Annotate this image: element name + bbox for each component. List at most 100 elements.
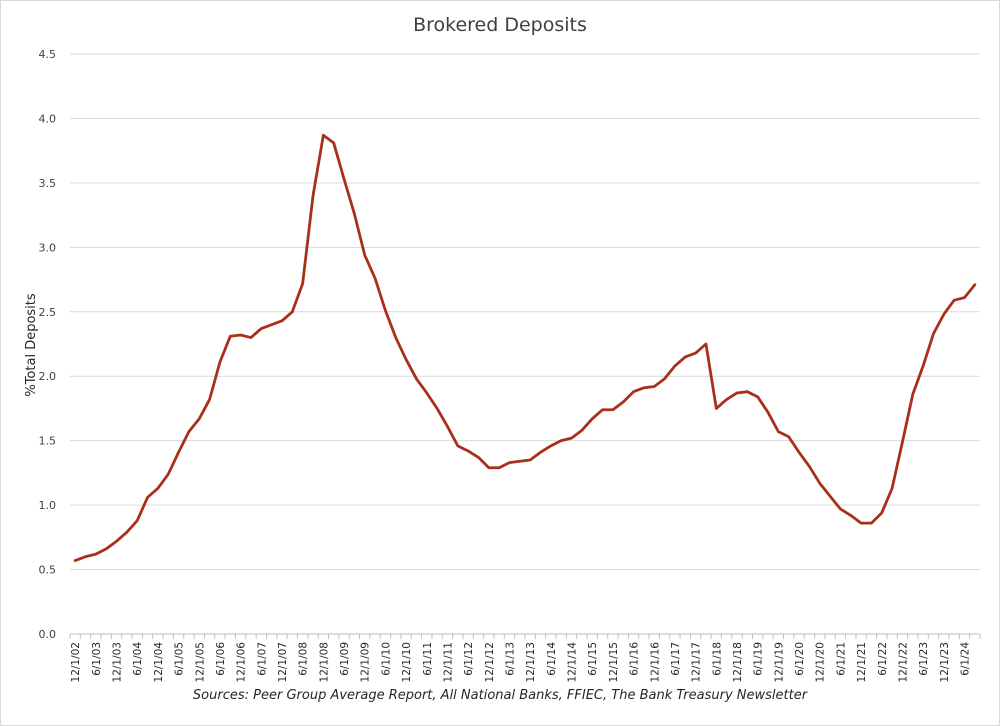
data-point [952, 298, 956, 302]
data-point [404, 358, 408, 361]
x-tick-label: 12/1/14 [567, 642, 579, 683]
x-tick-label: 6/1/09 [339, 642, 351, 676]
y-tick-label: 2.0 [39, 370, 57, 383]
data-point [446, 425, 449, 428]
x-tick-label: 6/1/05 [174, 642, 186, 676]
x-tick-label: 12/1/22 [897, 642, 909, 682]
data-point [239, 333, 242, 337]
data-point [890, 487, 894, 490]
x-axis-ticks: 12/1/02 6/1/03 12/1/03 6/1/04 12/1/04 6/1/05 1… [70, 642, 971, 683]
data-point [363, 253, 366, 257]
x-tick-label: 6/1/06 [215, 642, 227, 676]
x-tick-label: 12/1/03 [112, 642, 124, 682]
x-tick-label: 12/1/04 [153, 642, 165, 683]
data-point [146, 496, 149, 499]
x-tick-label: 12/1/20 [815, 642, 827, 682]
x-tick-label: 6/1/11 [422, 642, 434, 676]
data-point [797, 451, 801, 454]
data-point [270, 323, 273, 326]
data-point [932, 332, 935, 335]
data-point [415, 377, 418, 380]
data-point [870, 521, 873, 525]
data-point [601, 408, 604, 411]
x-tick-label: 6/1/21 [835, 642, 847, 676]
y-tick-label: 1.0 [39, 499, 57, 512]
x-axis [69, 633, 981, 639]
data-point [167, 472, 170, 476]
data-point [73, 559, 77, 562]
data-point [425, 391, 428, 395]
x-tick-label: 6/1/23 [918, 642, 930, 676]
x-tick-label: 12/1/11 [442, 642, 454, 682]
source-note: Sources: Peer Group Average Report, All … [192, 688, 808, 703]
data-point [353, 212, 356, 216]
x-tick-label: 12/1/16 [649, 642, 661, 683]
y-axis-label: %Total Deposits [24, 293, 39, 397]
data-point [477, 456, 480, 459]
data-point [125, 530, 129, 534]
y-tick-label: 3.0 [39, 241, 57, 254]
x-tick-label: 6/1/04 [132, 642, 144, 676]
data-point [249, 336, 253, 339]
data-point [859, 521, 863, 525]
x-tick-label: 12/1/15 [608, 642, 620, 682]
x-tick-label: 6/1/22 [877, 642, 889, 676]
data-point [342, 177, 346, 181]
data-point [570, 436, 573, 440]
data-point [435, 407, 439, 410]
data-point [280, 319, 284, 322]
data-point [332, 141, 335, 145]
data-point [911, 393, 914, 396]
data-point [828, 494, 832, 498]
data-point [715, 407, 718, 410]
series-group [73, 133, 977, 562]
data-point [580, 429, 584, 432]
data-point [373, 277, 377, 280]
data-point [394, 336, 397, 339]
x-tick-label: 6/1/14 [546, 642, 558, 676]
x-tick-label: 12/1/21 [856, 642, 868, 682]
x-tick-label: 12/1/05 [194, 642, 206, 682]
data-point [311, 194, 315, 197]
data-point [301, 282, 304, 285]
data-point [622, 400, 625, 404]
data-point [942, 313, 946, 316]
data-point [518, 460, 522, 463]
x-tick-label: 6/1/19 [753, 642, 765, 676]
x-tick-label: 12/1/23 [939, 642, 951, 682]
x-tick-label: 12/1/18 [732, 642, 744, 682]
data-point [528, 458, 532, 462]
data-point [735, 391, 739, 395]
data-point [839, 507, 842, 511]
data-point [818, 482, 821, 485]
data-point [291, 310, 294, 313]
data-point [880, 511, 883, 515]
data-point [104, 547, 108, 551]
data-point [642, 386, 646, 390]
data-point [208, 398, 211, 401]
x-tick-label: 6/1/20 [794, 642, 806, 676]
data-point [611, 408, 615, 411]
data-point [156, 487, 160, 490]
data-point [663, 377, 666, 380]
data-point [508, 461, 511, 464]
data-point [497, 466, 501, 469]
data-point [187, 430, 191, 433]
x-tick-label: 6/1/12 [463, 642, 475, 676]
data-point [260, 327, 263, 330]
data-point [115, 540, 118, 543]
data-point [787, 435, 790, 438]
data-point [746, 390, 749, 393]
x-tick-label: 12/1/12 [484, 642, 496, 682]
x-tick-label: 6/1/03 [91, 642, 103, 676]
data-point [487, 466, 491, 469]
data-point [673, 364, 677, 368]
data-point [84, 555, 87, 558]
x-tick-label: 6/1/10 [380, 642, 392, 676]
y-tick-label: 0.0 [39, 628, 57, 641]
data-point [559, 439, 563, 442]
data-point [549, 444, 553, 448]
data-point [704, 342, 708, 346]
data-point [901, 440, 904, 444]
